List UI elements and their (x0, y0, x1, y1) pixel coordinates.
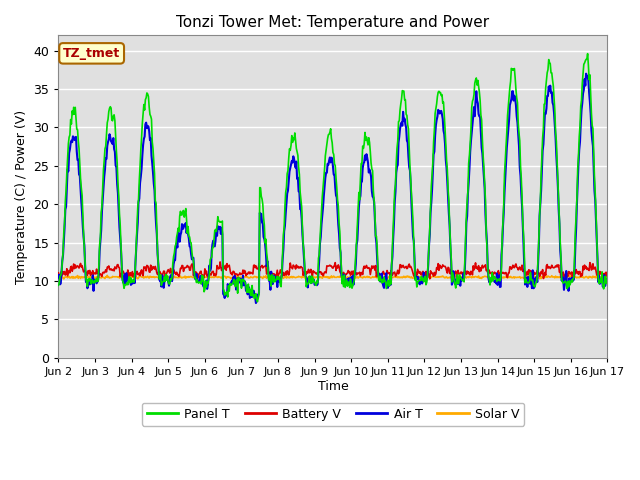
Air T (379, 280, 387, 286)
Battery V (555, 262, 563, 268)
Panel T (199, 278, 207, 284)
Text: TZ_tmet: TZ_tmet (63, 47, 120, 60)
Air T (175, 231, 183, 237)
Battery V (175, 274, 183, 279)
Air T (433, 117, 440, 123)
Battery V (216, 259, 224, 265)
Panel T (604, 274, 611, 279)
Y-axis label: Temperature (C) / Power (V): Temperature (C) / Power (V) (15, 109, 28, 284)
Battery V (604, 270, 611, 276)
Panel T (175, 228, 183, 234)
Panel T (584, 51, 591, 57)
Air T (54, 274, 62, 280)
Panel T (433, 101, 440, 107)
Title: Tonzi Tower Met: Temperature and Power: Tonzi Tower Met: Temperature and Power (177, 15, 490, 30)
Solar V (326, 274, 333, 280)
Legend: Panel T, Battery V, Air T, Solar V: Panel T, Battery V, Air T, Solar V (141, 403, 524, 426)
Air T (582, 71, 590, 76)
Air T (604, 280, 611, 286)
Panel T (54, 282, 62, 288)
Solar V (380, 275, 387, 281)
Air T (252, 300, 260, 306)
Solar V (176, 274, 184, 279)
Line: Panel T: Panel T (58, 54, 607, 302)
Panel T (379, 276, 387, 282)
Battery V (380, 268, 387, 274)
Battery V (325, 263, 333, 269)
Battery V (199, 272, 207, 277)
Solar V (200, 275, 208, 280)
Solar V (54, 275, 62, 281)
Panel T (253, 299, 261, 305)
Battery V (377, 277, 385, 283)
Battery V (54, 270, 62, 276)
Air T (199, 275, 207, 280)
Line: Air T: Air T (58, 73, 607, 303)
Panel T (554, 176, 562, 182)
Battery V (433, 266, 441, 272)
Solar V (193, 272, 201, 278)
Air T (554, 184, 562, 190)
Solar V (92, 276, 99, 282)
Line: Battery V: Battery V (58, 262, 607, 280)
Solar V (604, 274, 611, 280)
Panel T (325, 132, 333, 137)
X-axis label: Time: Time (317, 380, 348, 393)
Line: Solar V: Solar V (58, 275, 607, 279)
Solar V (555, 274, 563, 280)
Air T (325, 157, 333, 163)
Solar V (433, 274, 441, 280)
